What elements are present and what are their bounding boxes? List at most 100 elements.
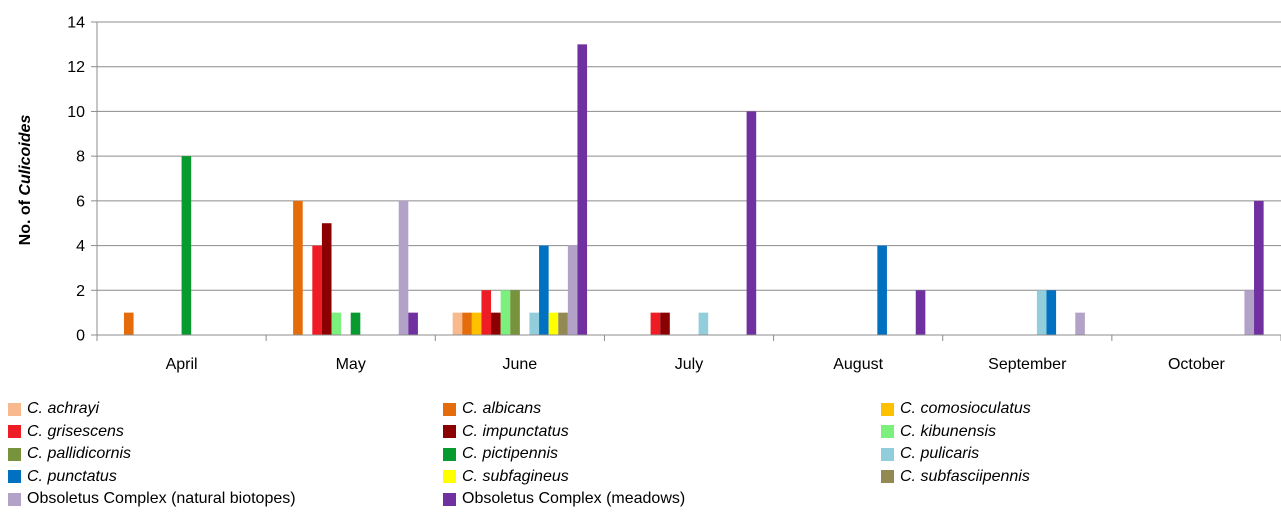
bar [877,245,887,335]
bar [398,200,409,335]
legend-label: C. pallidicornis [27,445,132,462]
legend-label: C. subfagineus [462,467,569,485]
bar [293,200,303,335]
gridlines [91,21,1281,336]
legend-label: Obsoletus Complex (natural biotopes) [27,490,296,507]
y-tick-label: 6 [76,193,85,210]
legend-swatch [881,470,894,483]
legend-swatch [443,402,456,416]
legend-label: C. grisescens [27,422,124,440]
legend-swatch [443,470,456,483]
legend-item: Obsoletus Complex (natural biotopes) [8,490,296,508]
bar [1036,290,1047,335]
legend-swatch [8,470,21,483]
legend-label: C. achrayi [27,400,100,417]
y-axis-label: No. of Culicoides [17,115,34,246]
x-tick-label: April [166,356,198,373]
bars [123,44,1264,335]
bar [746,111,757,335]
bar [698,312,709,335]
x-tick-label: July [675,356,703,373]
y-tick-label: 2 [76,283,85,300]
legend-item: C. albicans [443,400,541,418]
legend-label: C. albicans [462,400,542,417]
legend-swatch [8,402,21,416]
y-tick-labels: 0 2 4 6 8 10 12 14 [67,15,85,345]
legend-item: C. kibunensis [881,423,996,441]
bar [331,312,342,335]
legend-swatch [443,425,456,438]
legend-swatch [8,492,21,506]
legend-item: C. pallidicornis [8,445,131,463]
bar [408,312,418,335]
legend-item: C. impunctatus [443,423,569,441]
legend-swatch [881,425,894,438]
x-tick-labels: April May June July August September October [166,356,1226,373]
bar [577,44,588,335]
y-tick-label: 0 [76,328,85,345]
legend-item: C. achrayi [8,400,99,418]
bar [491,312,501,335]
x-tick-label: October [1168,356,1226,373]
legend-item: C. comosioculatus [881,400,1031,418]
bar [452,312,463,335]
legend-label: Obsoletus Complex (meadows) [462,490,686,507]
x-tick-label: May [336,356,366,373]
bar [1046,290,1057,335]
y-tick-label: 4 [76,238,85,255]
bar [567,245,578,335]
legend-item: C. pictipennis [443,445,558,463]
bar [181,156,192,335]
bar [558,312,568,335]
bar [500,290,511,335]
y-tick-label: 8 [76,149,85,166]
legend-label: C. punctatus [27,467,117,485]
bar [471,312,482,335]
legend-item: C. pulicaris [881,445,979,463]
legend-swatch [881,402,894,416]
legend-item: C. punctatus [8,468,117,486]
legend-label: C. subfasciipennis [900,467,1030,485]
y-tick-label: 12 [67,59,85,76]
y-tick-label: 10 [67,104,85,121]
legend-item: C. grisescens [8,423,124,441]
x-tick-label: August [833,356,883,373]
legend-item: C. subfasciipennis [881,468,1030,486]
bar [915,290,926,335]
legend-label: C. pulicaris [900,445,980,462]
legend-swatch [881,447,894,461]
legend-item: C. subfagineus [443,468,569,486]
bar [1244,290,1255,335]
y-axis-label-prefix: No. of [17,196,34,246]
axes [91,22,1281,341]
legend-label: C. pictipennis [462,445,559,462]
legend-label: C. impunctatus [462,422,569,440]
bar [123,312,134,335]
bar [481,290,492,335]
bar [350,312,361,335]
bar [312,245,322,335]
bar [321,223,332,335]
x-tick-label: September [988,356,1067,373]
legend-swatch [443,492,456,506]
bar [1075,312,1085,335]
bar [548,312,559,335]
legend-swatch [443,447,456,461]
bar [462,312,472,335]
legend-label: C. comosioculatus [900,400,1031,417]
legend-swatch [8,425,21,438]
y-axis-label-taxon: Culicoides [17,115,34,196]
bar [529,312,540,335]
bar [650,312,661,335]
bar [510,290,520,335]
x-tick-label: June [503,356,538,373]
y-tick-label: 14 [67,15,85,32]
bar [539,245,549,335]
legend-label: C. kibunensis [900,422,997,440]
chart: 0 2 4 6 8 10 12 14 April May June July August Septem… [17,15,1281,373]
bar [660,312,670,335]
legend-swatch [8,447,21,461]
bar [1254,200,1264,335]
legend-item: Obsoletus Complex (meadows) [443,490,685,508]
legend: C. achrayi C. albicans C. comosioculatus C.… [0,400,1281,517]
